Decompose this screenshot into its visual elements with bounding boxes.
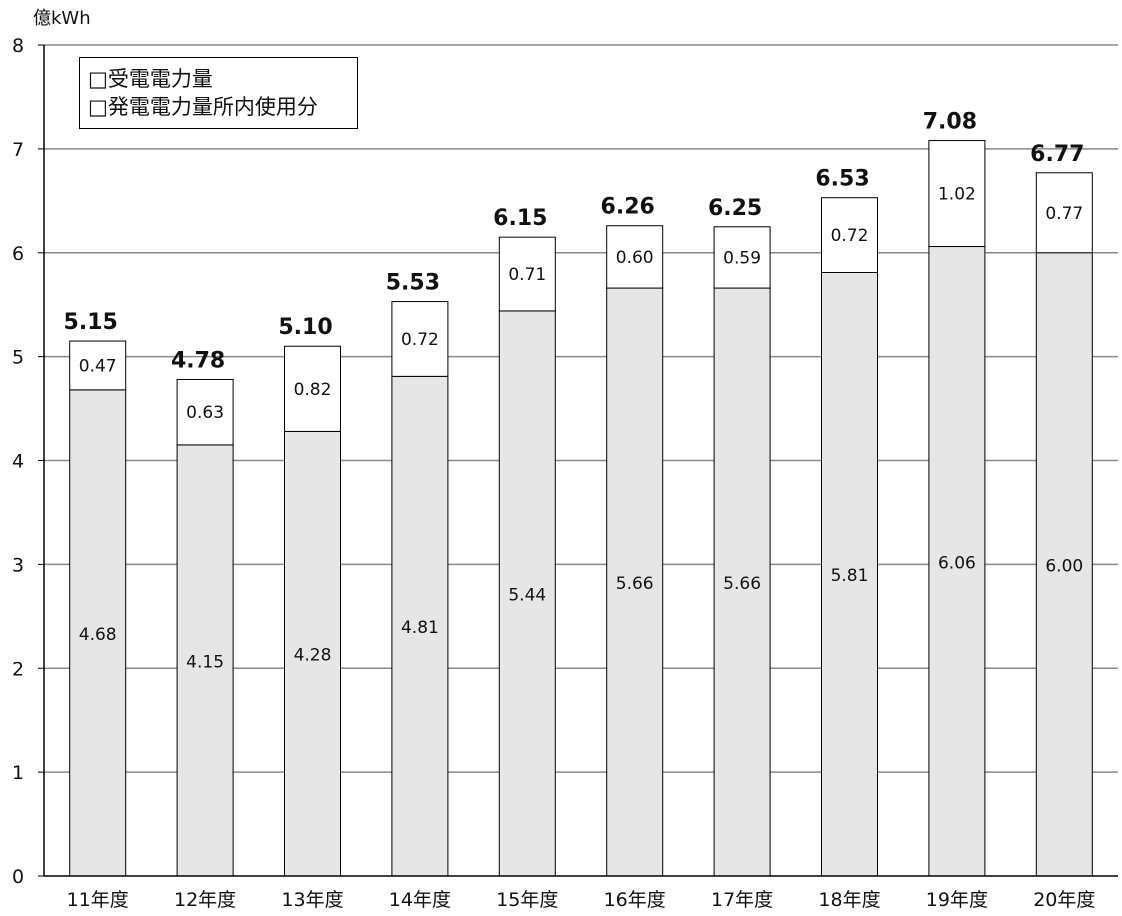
y-tick-label: 5 xyxy=(12,347,24,369)
data-label-generated: 0.47 xyxy=(79,356,117,376)
bar-segment-generated xyxy=(69,340,127,391)
legend-label-generated: □発電電力量所内使用分 xyxy=(88,95,318,119)
data-label-received: 4.28 xyxy=(294,646,332,666)
bar-segment-received xyxy=(284,430,341,877)
total-label: 6.15 xyxy=(493,206,547,231)
data-label-received: 4.81 xyxy=(401,618,439,638)
bar-segment-received xyxy=(713,287,771,877)
data-label-generated: 0.72 xyxy=(401,330,439,350)
y-tick-label: 1 xyxy=(12,762,24,784)
y-tick-label: 7 xyxy=(12,139,24,161)
x-tick-label: 19年度 xyxy=(926,889,988,911)
data-label-generated: 0.59 xyxy=(723,248,761,268)
data-label-received: 5.66 xyxy=(723,574,761,594)
bar-segment-received xyxy=(176,444,234,877)
data-label-generated: 1.02 xyxy=(938,185,976,205)
bars xyxy=(69,140,1093,877)
total-label: 6.53 xyxy=(815,167,869,192)
data-label-received: 6.00 xyxy=(1045,556,1083,576)
data-label-received: 4.68 xyxy=(79,625,117,645)
bar-segment-generated xyxy=(176,378,234,446)
x-tick-label: 18年度 xyxy=(818,889,880,911)
legend: □受電電力量 □発電電力量所内使用分 xyxy=(79,57,358,129)
x-tick-label: 13年度 xyxy=(281,889,343,911)
y-tick-label: 8 xyxy=(12,35,24,57)
x-tick-label: 17年度 xyxy=(711,889,773,911)
data-label-received: 5.66 xyxy=(616,574,654,594)
bar-segment-generated xyxy=(821,197,878,273)
y-tick-label: 6 xyxy=(12,243,24,265)
total-label: 7.08 xyxy=(923,110,977,135)
bar-segment-received xyxy=(928,246,986,877)
data-labels: 4.68 0.47 5.15 4.15 0.63 4.78 4.28 0.82 5.10 4.81… xyxy=(64,110,1085,673)
data-label-generated: 0.82 xyxy=(294,380,332,400)
data-label-generated: 0.77 xyxy=(1045,204,1083,224)
bar-segment-generated xyxy=(498,236,556,312)
bar-segment-generated xyxy=(928,140,986,248)
bar-segment-generated xyxy=(284,345,341,432)
bar-segment-generated xyxy=(606,225,664,289)
total-label: 6.26 xyxy=(601,195,655,220)
bar-segment-received xyxy=(821,271,878,877)
data-label-generated: 0.71 xyxy=(508,265,546,285)
legend-label-received: □受電電力量 xyxy=(88,67,213,91)
y-axis-unit-label: 億kWh xyxy=(33,8,91,29)
data-label-generated: 0.72 xyxy=(831,226,869,246)
total-label: 6.77 xyxy=(1030,142,1084,167)
bar-segment-generated xyxy=(1035,172,1093,254)
bar-segment-received xyxy=(606,287,664,877)
x-tick-label: 16年度 xyxy=(604,889,666,911)
x-tick-label: 11年度 xyxy=(67,889,129,911)
x-tick-label: 15年度 xyxy=(496,889,558,911)
data-label-received: 5.44 xyxy=(508,585,546,605)
bar-segment-received xyxy=(69,389,127,877)
data-label-generated: 0.60 xyxy=(616,248,654,268)
data-label-received: 4.15 xyxy=(186,652,224,672)
x-tick-label: 20年度 xyxy=(1033,889,1095,911)
total-label: 4.78 xyxy=(171,348,225,373)
data-label-received: 5.81 xyxy=(831,566,869,586)
bar-segment-generated xyxy=(713,226,771,289)
y-tick-label: 0 xyxy=(12,866,24,888)
axes: 0 1 2 3 4 5 6 7 8 11年度 12年度 13年度 14年度 15年度 16年度 17年度 18年… xyxy=(12,35,1118,911)
bar-segment-received xyxy=(1035,252,1093,877)
x-tick-label: 12年度 xyxy=(174,889,236,911)
data-label-received: 6.06 xyxy=(938,553,976,573)
y-tick-label: 3 xyxy=(12,554,24,576)
y-tick-label: 4 xyxy=(12,451,24,473)
total-label: 5.10 xyxy=(278,315,332,340)
y-tick-label: 2 xyxy=(12,658,24,680)
total-label: 5.53 xyxy=(386,271,440,296)
legend-item-received: □受電電力量 xyxy=(88,64,357,92)
bar-segment-generated xyxy=(391,301,449,377)
total-label: 5.15 xyxy=(64,310,118,335)
total-label: 6.25 xyxy=(708,196,762,221)
data-label-generated: 0.63 xyxy=(186,403,224,423)
x-tick-label: 14年度 xyxy=(389,889,451,911)
legend-item-generated: □発電電力量所内使用分 xyxy=(88,92,357,120)
